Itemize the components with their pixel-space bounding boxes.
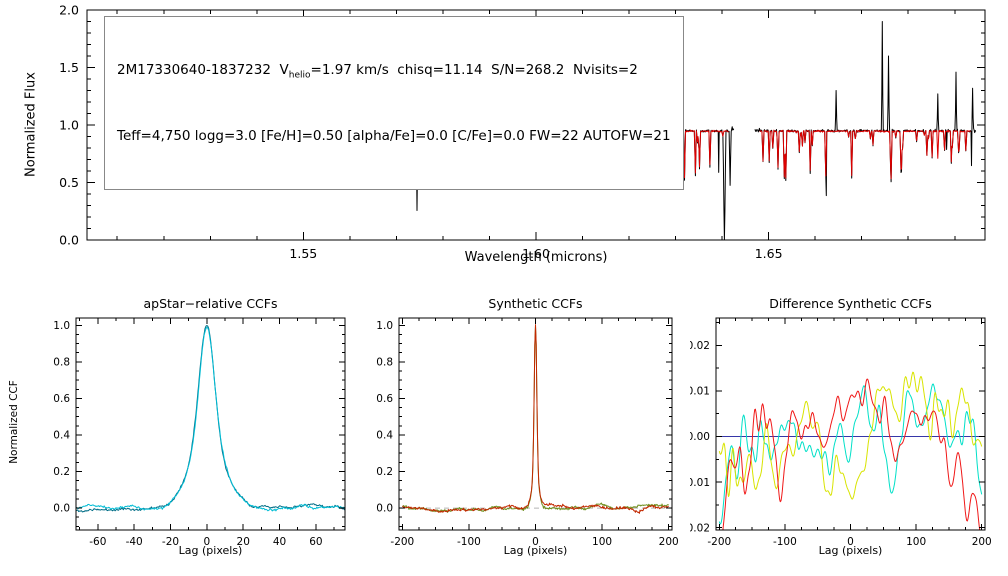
apstar-ccf-x-axis-label: Lag (pixels)	[178, 544, 243, 557]
spectrum-panel: 1.55 1.60 1.65 0.0 0.5 1.0 1.5 2.0 Normalized F…	[23, 2, 986, 265]
y-tick-label: 0.4	[376, 430, 393, 442]
y-tick-label: 0.0	[376, 503, 393, 515]
x-tick-label: 20	[237, 536, 250, 548]
y-tick-label: 0.6	[376, 393, 393, 405]
difference-ccf-yellow	[718, 371, 983, 500]
synth-axes	[398, 317, 673, 531]
annotation-line1-post: =1.97 km/s chisq=11.14 S/N=268.2 Nvisits…	[310, 62, 638, 78]
synthetic-ccf-plot: -200 -100 0 100 200 0.0 0.2 0.4 0.6 0.8 1.0	[376, 317, 679, 548]
y-tick-label: 0.5	[59, 175, 79, 190]
x-tick-label: 40	[273, 536, 286, 548]
apstar-tick-labels: -60 -40 -20 0 20 40 60 0.0 0.2 0.4 0.6 0.8 1.0	[53, 320, 322, 548]
y-tick-label: 0.8	[376, 357, 393, 369]
spectrum-y-axis-label: Normalized Flux	[23, 72, 39, 177]
x-tick-label: -40	[126, 536, 143, 548]
difference-ccf-plot: -200 -100 0 100 200 -0.02 -0.01 0.00 0.01 0.02	[690, 317, 992, 548]
y-tick-label: 1.0	[376, 320, 393, 332]
apstar-ccf-visit-2	[76, 326, 345, 512]
difference-ccf-panel: -200 -100 0 100 200 -0.02 -0.01 0.00 0.01 0.02 Di…	[690, 288, 1008, 576]
y-tick-label: 2.0	[59, 2, 79, 17]
y-tick-label: 1.5	[59, 60, 79, 75]
x-tick-label: 0	[847, 536, 854, 548]
synth-series-group	[399, 324, 672, 514]
x-tick-label: -20	[162, 536, 179, 548]
x-tick-label: 1.65	[755, 246, 783, 261]
annotation-line1: 2M17330640-1837232 Vhelio=1.97 km/s chis…	[117, 60, 671, 86]
x-tick-label: 1.55	[289, 246, 317, 261]
y-tick-label: 1.0	[59, 117, 79, 132]
difference-ccf-cyan	[718, 383, 983, 525]
difference-ccf-red	[722, 378, 981, 530]
x-tick-label: 60	[309, 536, 322, 548]
diff-series-group	[716, 371, 985, 530]
apstar-axes	[75, 317, 346, 531]
x-tick-label: 100	[906, 536, 926, 548]
x-tick-label: -100	[773, 536, 797, 548]
y-tick-label: -0.02	[690, 522, 710, 534]
synthetic-ccf-visit-1	[402, 325, 669, 513]
y-tick-label: 0.01	[690, 386, 710, 398]
synthetic-ccf-title: Synthetic CCFs	[488, 296, 583, 311]
y-tick-label: 0.2	[376, 466, 393, 478]
y-tick-label: 0.2	[53, 466, 70, 478]
apstar-ccf-title: apStar−relative CCFs	[143, 296, 278, 311]
x-tick-label: 0	[204, 536, 211, 548]
x-tick-label: 200	[972, 536, 992, 548]
x-tick-label: 100	[592, 536, 612, 548]
apstar-series-group	[76, 325, 345, 513]
annotation-line2: Teff=4,750 logg=3.0 [Fe/H]=0.50 [alpha/F…	[117, 127, 671, 144]
synthetic-ccf-panel: -200 -100 0 100 200 0.0 0.2 0.4 0.6 0.8 1.0 Synthe…	[370, 288, 690, 576]
annotation-line1-pre: 2M17330640-1837232 V	[117, 62, 289, 78]
synthetic-ccf-x-axis-label: Lag (pixels)	[503, 544, 568, 557]
y-tick-label: 0.8	[53, 357, 70, 369]
spectrum-x-axis-label: Wavelength (microns)	[464, 250, 608, 265]
x-tick-label: -100	[457, 536, 481, 548]
synthetic-ccf-visit-2	[402, 324, 669, 514]
difference-ccf-x-axis-label: Lag (pixels)	[818, 544, 883, 557]
x-tick-label: 200	[659, 536, 679, 548]
diff-axes	[715, 317, 986, 531]
x-tick-label: -60	[89, 536, 106, 548]
apstar-ccf-visit-1	[76, 325, 345, 513]
y-tick-label: 0.0	[53, 503, 70, 515]
x-tick-label: 1.60	[522, 246, 550, 261]
y-tick-label: 0.02	[690, 340, 710, 352]
y-tick-label: 0.0	[59, 232, 79, 247]
x-tick-label: -200	[390, 536, 414, 548]
apstar-ccf-y-axis-label: Normalized CCF	[8, 380, 20, 464]
y-tick-label: -0.01	[690, 477, 710, 489]
diff-tick-labels: -200 -100 0 100 200 -0.02 -0.01 0.00 0.01 0.02	[690, 340, 992, 548]
apstar-ccf-panel: -60 -40 -20 0 20 40 60 0.0 0.2 0.4 0.6 0.8 1.0 apSta…	[0, 288, 370, 576]
x-tick-label: 0	[532, 536, 539, 548]
difference-ccf-title: Difference Synthetic CCFs	[769, 296, 932, 311]
vhelio-subscript: helio	[288, 70, 311, 81]
x-tick-label: -200	[707, 536, 731, 548]
synth-tick-labels: -200 -100 0 100 200 0.0 0.2 0.4 0.6 0.8 1.0	[376, 320, 678, 548]
annotation-box: 2M17330640-1837232 Vhelio=1.97 km/s chis…	[104, 16, 684, 190]
y-tick-label: 0.6	[53, 393, 70, 405]
y-tick-label: 0.4	[53, 430, 70, 442]
y-tick-label: 1.0	[53, 320, 70, 332]
y-tick-label: 0.00	[690, 431, 710, 443]
spectrum-tick-labels: 1.55 1.60 1.65 0.0 0.5 1.0 1.5 2.0	[59, 2, 782, 261]
apstar-ccf-plot: -60 -40 -20 0 20 40 60 0.0 0.2 0.4 0.6 0.8 1.0	[53, 317, 346, 548]
